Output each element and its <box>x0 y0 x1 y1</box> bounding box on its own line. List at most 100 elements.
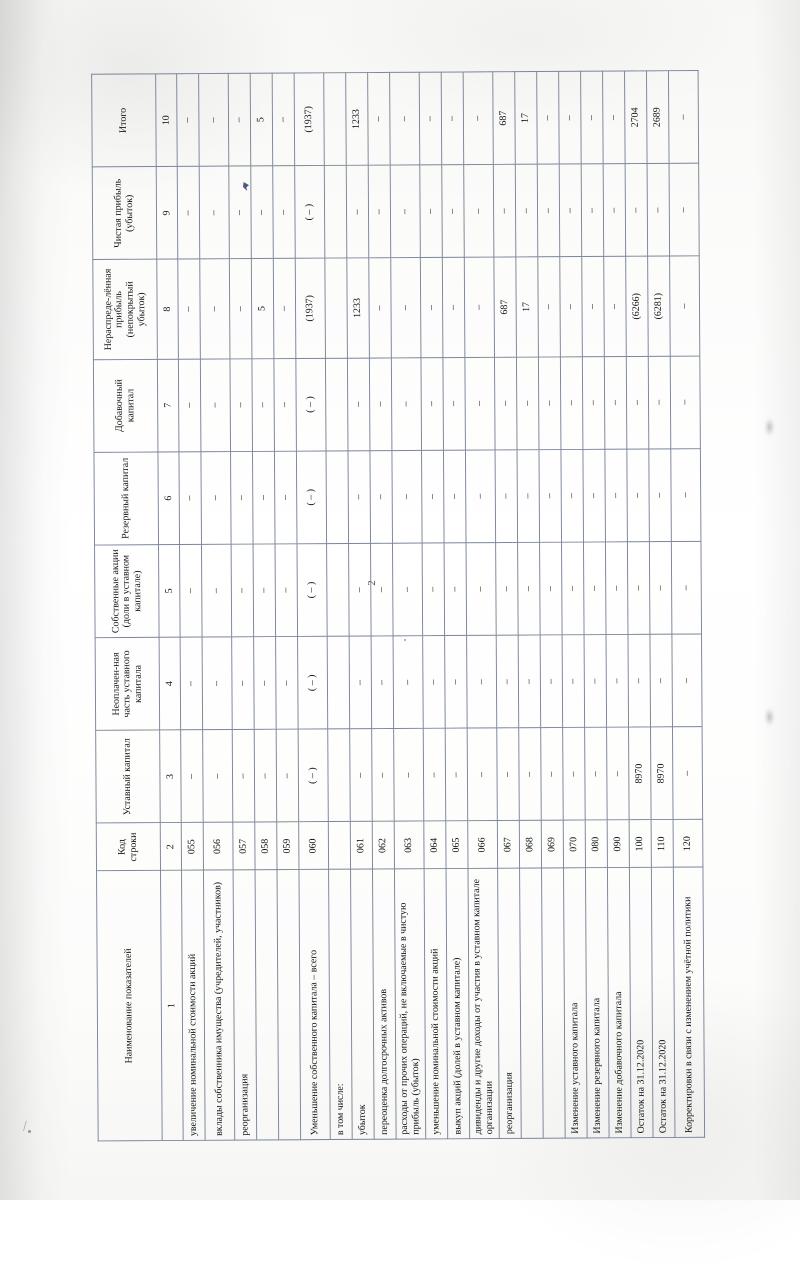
row-value-col-3: – <box>467 728 498 822</box>
row-value-col-7: – <box>369 357 392 451</box>
row-value-col-3: – <box>518 727 542 821</box>
row-value-col-8: – <box>603 256 627 357</box>
row-value-col-5: – <box>179 544 203 638</box>
row-value-col-4: – <box>180 637 203 731</box>
row-value-col-9: – <box>228 166 252 260</box>
row-value-col-10: 17 <box>514 71 538 165</box>
row-value-col-7: – <box>442 357 466 451</box>
row-value-col-7: – <box>604 356 627 450</box>
row-value-col-10: 2704 <box>624 70 648 164</box>
table-body: увеличение номинальной стоимости акций 05… <box>176 70 705 1141</box>
row-label: Корректировки в связи с изменением учётн… <box>673 867 705 1138</box>
row-value-col-3: – <box>562 727 586 821</box>
row-value-col-9: – <box>272 165 296 259</box>
row-value-col-9: – <box>537 164 560 258</box>
row-value-col-4: – <box>349 636 372 729</box>
row-value-col-3: 8970 <box>650 727 674 820</box>
row-value-col-9: – <box>346 165 369 259</box>
row-value-col-3: – <box>423 728 446 822</box>
row-value-col-3: – <box>232 729 255 823</box>
row-value-col-5 <box>326 543 350 637</box>
row-value-col-5: – <box>275 543 298 637</box>
row-value-col-9: – <box>199 166 230 260</box>
row-label: уменьшение номинальной стоимости акций <box>424 869 448 1139</box>
row-label <box>519 868 544 1139</box>
row-value-col-5: ( – ) <box>296 543 328 637</box>
row-value-col-3: – <box>672 726 703 820</box>
row-value-col-10: – <box>389 72 420 166</box>
row-value-col-4: – <box>518 635 541 728</box>
row-value-col-10: – <box>228 73 251 167</box>
row-value-col-5: – <box>444 542 467 636</box>
row-code: 070 <box>563 820 586 869</box>
row-value-col-9 <box>324 165 347 259</box>
row-value-col-4: – <box>202 636 233 730</box>
row-value-col-6: – <box>369 450 393 544</box>
row-value-col-3: – <box>393 728 424 822</box>
row-value-col-10 <box>323 72 347 166</box>
row-value-col-6: – <box>421 450 445 543</box>
row-label: Изменение уставного капитала <box>563 868 588 1139</box>
row-code: 080 <box>585 820 608 869</box>
row-value-col-8: – <box>199 259 230 359</box>
row-value-col-9: – <box>603 163 626 257</box>
row-value-col-8: – <box>420 257 443 358</box>
header-col-7: Добавочный капитал <box>93 358 158 453</box>
row-code: 069 <box>541 820 564 869</box>
row-value-col-8: – <box>581 256 605 357</box>
row-value-col-3: – <box>254 729 277 823</box>
scan-speck-2 <box>404 639 406 641</box>
row-value-col-6: – <box>495 449 518 543</box>
row-value-col-3 <box>327 728 351 822</box>
row-label: Уменьшение собственного капитала – всего <box>298 869 331 1140</box>
row-value-col-5: – <box>253 543 276 637</box>
row-value-col-7: – <box>251 358 275 452</box>
row-label <box>541 868 566 1139</box>
colnum-7: 7 <box>157 358 179 452</box>
row-value-col-6: – <box>230 451 254 545</box>
row-value-col-8: – <box>537 257 561 357</box>
colnum-2: 2 <box>160 822 182 871</box>
row-label <box>277 869 301 1140</box>
row-value-col-7: – <box>229 358 253 452</box>
row-value-col-3: – <box>445 728 468 822</box>
row-value-col-7: – <box>670 355 701 449</box>
row-code: 068 <box>519 820 542 869</box>
row-value-col-7: – <box>464 356 496 450</box>
row-value-col-3: – <box>180 729 204 823</box>
row-code: 058 <box>254 822 278 871</box>
table-head: Наименование показателей Код строки Уста… <box>91 73 184 1141</box>
row-value-col-8: 5 <box>251 258 274 359</box>
row-value-col-5: – <box>231 543 254 637</box>
header-col-9: Чистая прибыль (убыток) <box>92 166 157 260</box>
row-value-col-4: – <box>584 634 607 728</box>
row-code: 063 <box>394 821 425 870</box>
row-value-col-10: – <box>602 70 626 164</box>
row-code: 064 <box>423 821 447 870</box>
row-value-col-4: – <box>627 634 651 728</box>
header-col-10: Итого <box>91 73 157 168</box>
row-label <box>255 870 279 1140</box>
colnum-4: 4 <box>159 637 181 731</box>
row-value-col-9: – <box>368 165 391 259</box>
row-value-col-10: 1233 <box>345 72 369 166</box>
row-value-col-7: – <box>582 356 605 450</box>
row-value-col-7: – <box>648 355 671 449</box>
row-value-col-4: – <box>562 634 585 728</box>
row-value-col-5: – <box>422 542 445 636</box>
colnum-10: 10 <box>155 73 178 167</box>
row-label: Изменение резервного капитала <box>585 868 610 1138</box>
header-col-5: Собственные акции (доли в уставном капит… <box>94 544 160 638</box>
row-value-col-6: – <box>347 450 371 544</box>
row-value-col-8: (1937) <box>295 258 326 359</box>
row-value-col-5: – <box>671 541 702 635</box>
row-code: 090 <box>607 820 630 869</box>
row-value-col-4: ( – ) <box>297 636 328 730</box>
row-value-col-3: – <box>496 727 520 821</box>
row-code: 056 <box>203 822 234 871</box>
row-value-col-9: – <box>177 166 200 260</box>
header-col-3: Уставный капитал <box>95 730 161 824</box>
row-value-col-5: – <box>495 542 519 636</box>
header-col-8: Нераспреде-лённая прибыль (непокрытый уб… <box>92 259 158 360</box>
row-code: 066 <box>467 820 498 869</box>
